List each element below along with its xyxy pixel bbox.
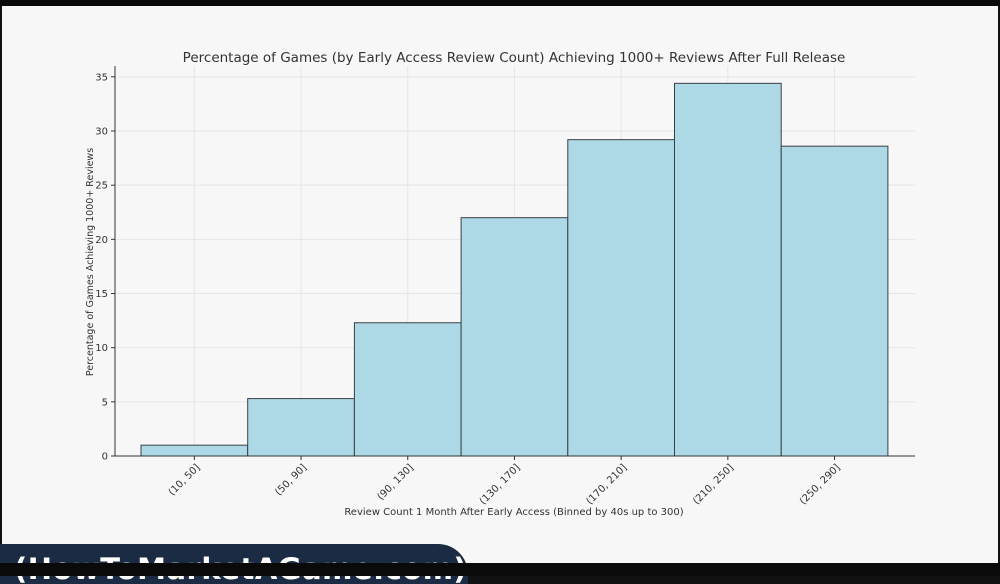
bar-5 — [567, 139, 675, 457]
x-tick-label: (250, 290] — [798, 462, 843, 507]
x-tick-label: (90, 130] — [376, 462, 416, 502]
y-axis-label: Percentage of Games Achieving 1000+ Revi… — [85, 148, 96, 376]
bar-2 — [247, 398, 355, 457]
y-tick-label: 35 — [95, 72, 108, 83]
x-tick-label: (130, 170] — [478, 462, 523, 507]
y-ticks-layer: 0 5 10 15 20 25 30 35 — [95, 72, 115, 463]
y-tick-label: 0 — [102, 452, 108, 463]
bar-7 — [780, 145, 889, 457]
y-tick-label: 25 — [95, 181, 108, 192]
bar-6 — [674, 82, 782, 457]
x-tick-label: (170, 210] — [584, 462, 629, 507]
y-tick-label: 15 — [95, 289, 108, 300]
bar-4 — [460, 217, 569, 457]
bars-layer — [140, 82, 889, 457]
y-tick-label: 30 — [95, 127, 108, 138]
y-tick-label: 5 — [102, 397, 108, 408]
video-frame-bottom — [0, 563, 1000, 576]
x-tick-label: (50, 90] — [273, 462, 309, 498]
y-tick-label: 20 — [95, 235, 108, 246]
chart-title: Percentage of Games (by Early Access Rev… — [183, 50, 846, 66]
x-tick-label: (210, 250] — [691, 462, 736, 507]
bar-chart: 0 5 10 15 20 25 30 35 (10, 50] (50, 90] (90, 130]… — [85, 50, 915, 518]
x-axis-label: Review Count 1 Month After Early Access … — [344, 507, 683, 518]
y-tick-label: 10 — [95, 343, 108, 354]
x-ticks-layer: (10, 50] (50, 90] (90, 130] (130, 170] (170,… — [167, 456, 843, 507]
chart-slide: 0 5 10 15 20 25 30 35 (10, 50] (50, 90] (90, 130]… — [2, 6, 998, 563]
x-tick-label: (10, 50] — [167, 462, 203, 498]
bar-1 — [140, 444, 249, 457]
bar-3 — [353, 322, 462, 457]
video-frame-top — [0, 0, 1000, 6]
